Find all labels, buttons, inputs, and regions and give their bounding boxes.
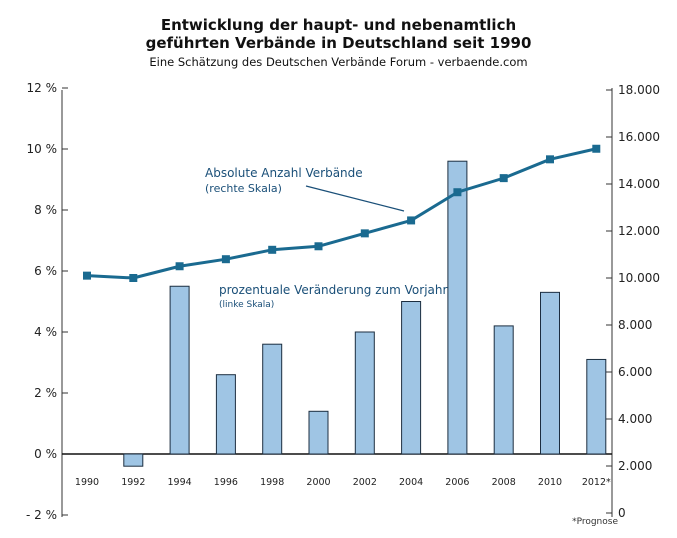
- chart-title-line2: geführten Verbände in Deutschland seit 1…: [145, 34, 532, 52]
- line-point: [129, 274, 138, 282]
- bar-series-note: (linke Skala): [219, 300, 274, 310]
- bar: [401, 301, 422, 455]
- left-axis-tick-label: 0 %: [34, 447, 57, 461]
- left-axis-tick-label: 6 %: [34, 264, 57, 278]
- line-point: [221, 255, 230, 264]
- x-axis-tick-label: 2004: [399, 477, 423, 488]
- line-label-leader: [305, 185, 405, 212]
- line-series-note: (rechte Skala): [205, 182, 282, 195]
- left-axis-tick-label: 12 %: [27, 81, 58, 95]
- line-series-label: Absolute Anzahl Verbände: [205, 166, 363, 180]
- line-point: [175, 262, 184, 271]
- line-point: [407, 216, 416, 225]
- x-axis-tick-label: 2000: [306, 477, 330, 488]
- right-axis-tick-label: 16.000: [618, 130, 660, 144]
- line-point: [268, 245, 277, 254]
- line-point: [314, 242, 323, 251]
- line-point: [453, 188, 462, 197]
- bar: [447, 160, 468, 455]
- x-axis-tick-label: 1998: [260, 477, 284, 488]
- bar: [215, 374, 236, 455]
- bar: [540, 291, 560, 455]
- x-axis-tick-label: 2008: [492, 477, 516, 488]
- bar: [586, 358, 607, 455]
- x-axis-tick-label: 2010: [538, 477, 562, 488]
- x-axis-tick-label: 2002: [353, 477, 377, 488]
- right-axis-tick-label: 14.000: [618, 177, 660, 191]
- line-point: [360, 229, 369, 238]
- right-axis-tick-label: 8.000: [618, 318, 652, 332]
- chart-title: Entwicklung der haupt- und nebenamtlich: [160, 16, 517, 34]
- line-point: [546, 155, 554, 164]
- left-axis-tick-label: 4 %: [34, 325, 57, 339]
- bar-series-label: prozentuale Veränderung zum Vorjahr: [219, 283, 447, 297]
- left-axis-tick-label: 8 %: [34, 203, 57, 217]
- line-point: [592, 144, 601, 153]
- left-axis-tick-label: 10 %: [27, 142, 58, 156]
- x-axis-tick-label: 2006: [445, 477, 469, 488]
- bar: [354, 331, 375, 455]
- footnote: *Prognose: [572, 517, 618, 527]
- x-axis-tick-label: 1994: [168, 477, 192, 488]
- left-axis-tick-label: 2 %: [34, 386, 57, 400]
- bar: [262, 343, 283, 455]
- x-axis-tick-label: 1990: [75, 477, 99, 488]
- bar: [308, 410, 329, 455]
- x-axis-tick-label: 1996: [214, 477, 238, 488]
- right-axis-tick-label: 18.000: [618, 83, 660, 97]
- right-axis-tick-label: 0: [618, 506, 626, 520]
- bar: [493, 325, 514, 455]
- x-axis-tick-label: 1992: [121, 477, 145, 488]
- x-axis-tick-label: 2012*: [582, 477, 611, 488]
- left-axis-tick-label: - 2 %: [26, 508, 57, 522]
- right-axis-tick-label: 12.000: [618, 224, 660, 238]
- chart-subtitle: Eine Schätzung des Deutschen Verbände Fo…: [149, 55, 528, 69]
- bar: [123, 453, 144, 467]
- line-point: [83, 271, 91, 280]
- right-axis-tick-label: 4.000: [618, 412, 652, 426]
- right-axis-tick-label: 10.000: [618, 271, 660, 285]
- line-point: [499, 174, 508, 183]
- right-axis-tick-label: 6.000: [618, 365, 652, 379]
- series-line: [86, 147, 597, 280]
- bar: [169, 285, 190, 455]
- chart-title-block: Entwicklung der haupt- und nebenamtlich …: [0, 16, 677, 71]
- right-axis-tick-label: 2.000: [618, 459, 652, 473]
